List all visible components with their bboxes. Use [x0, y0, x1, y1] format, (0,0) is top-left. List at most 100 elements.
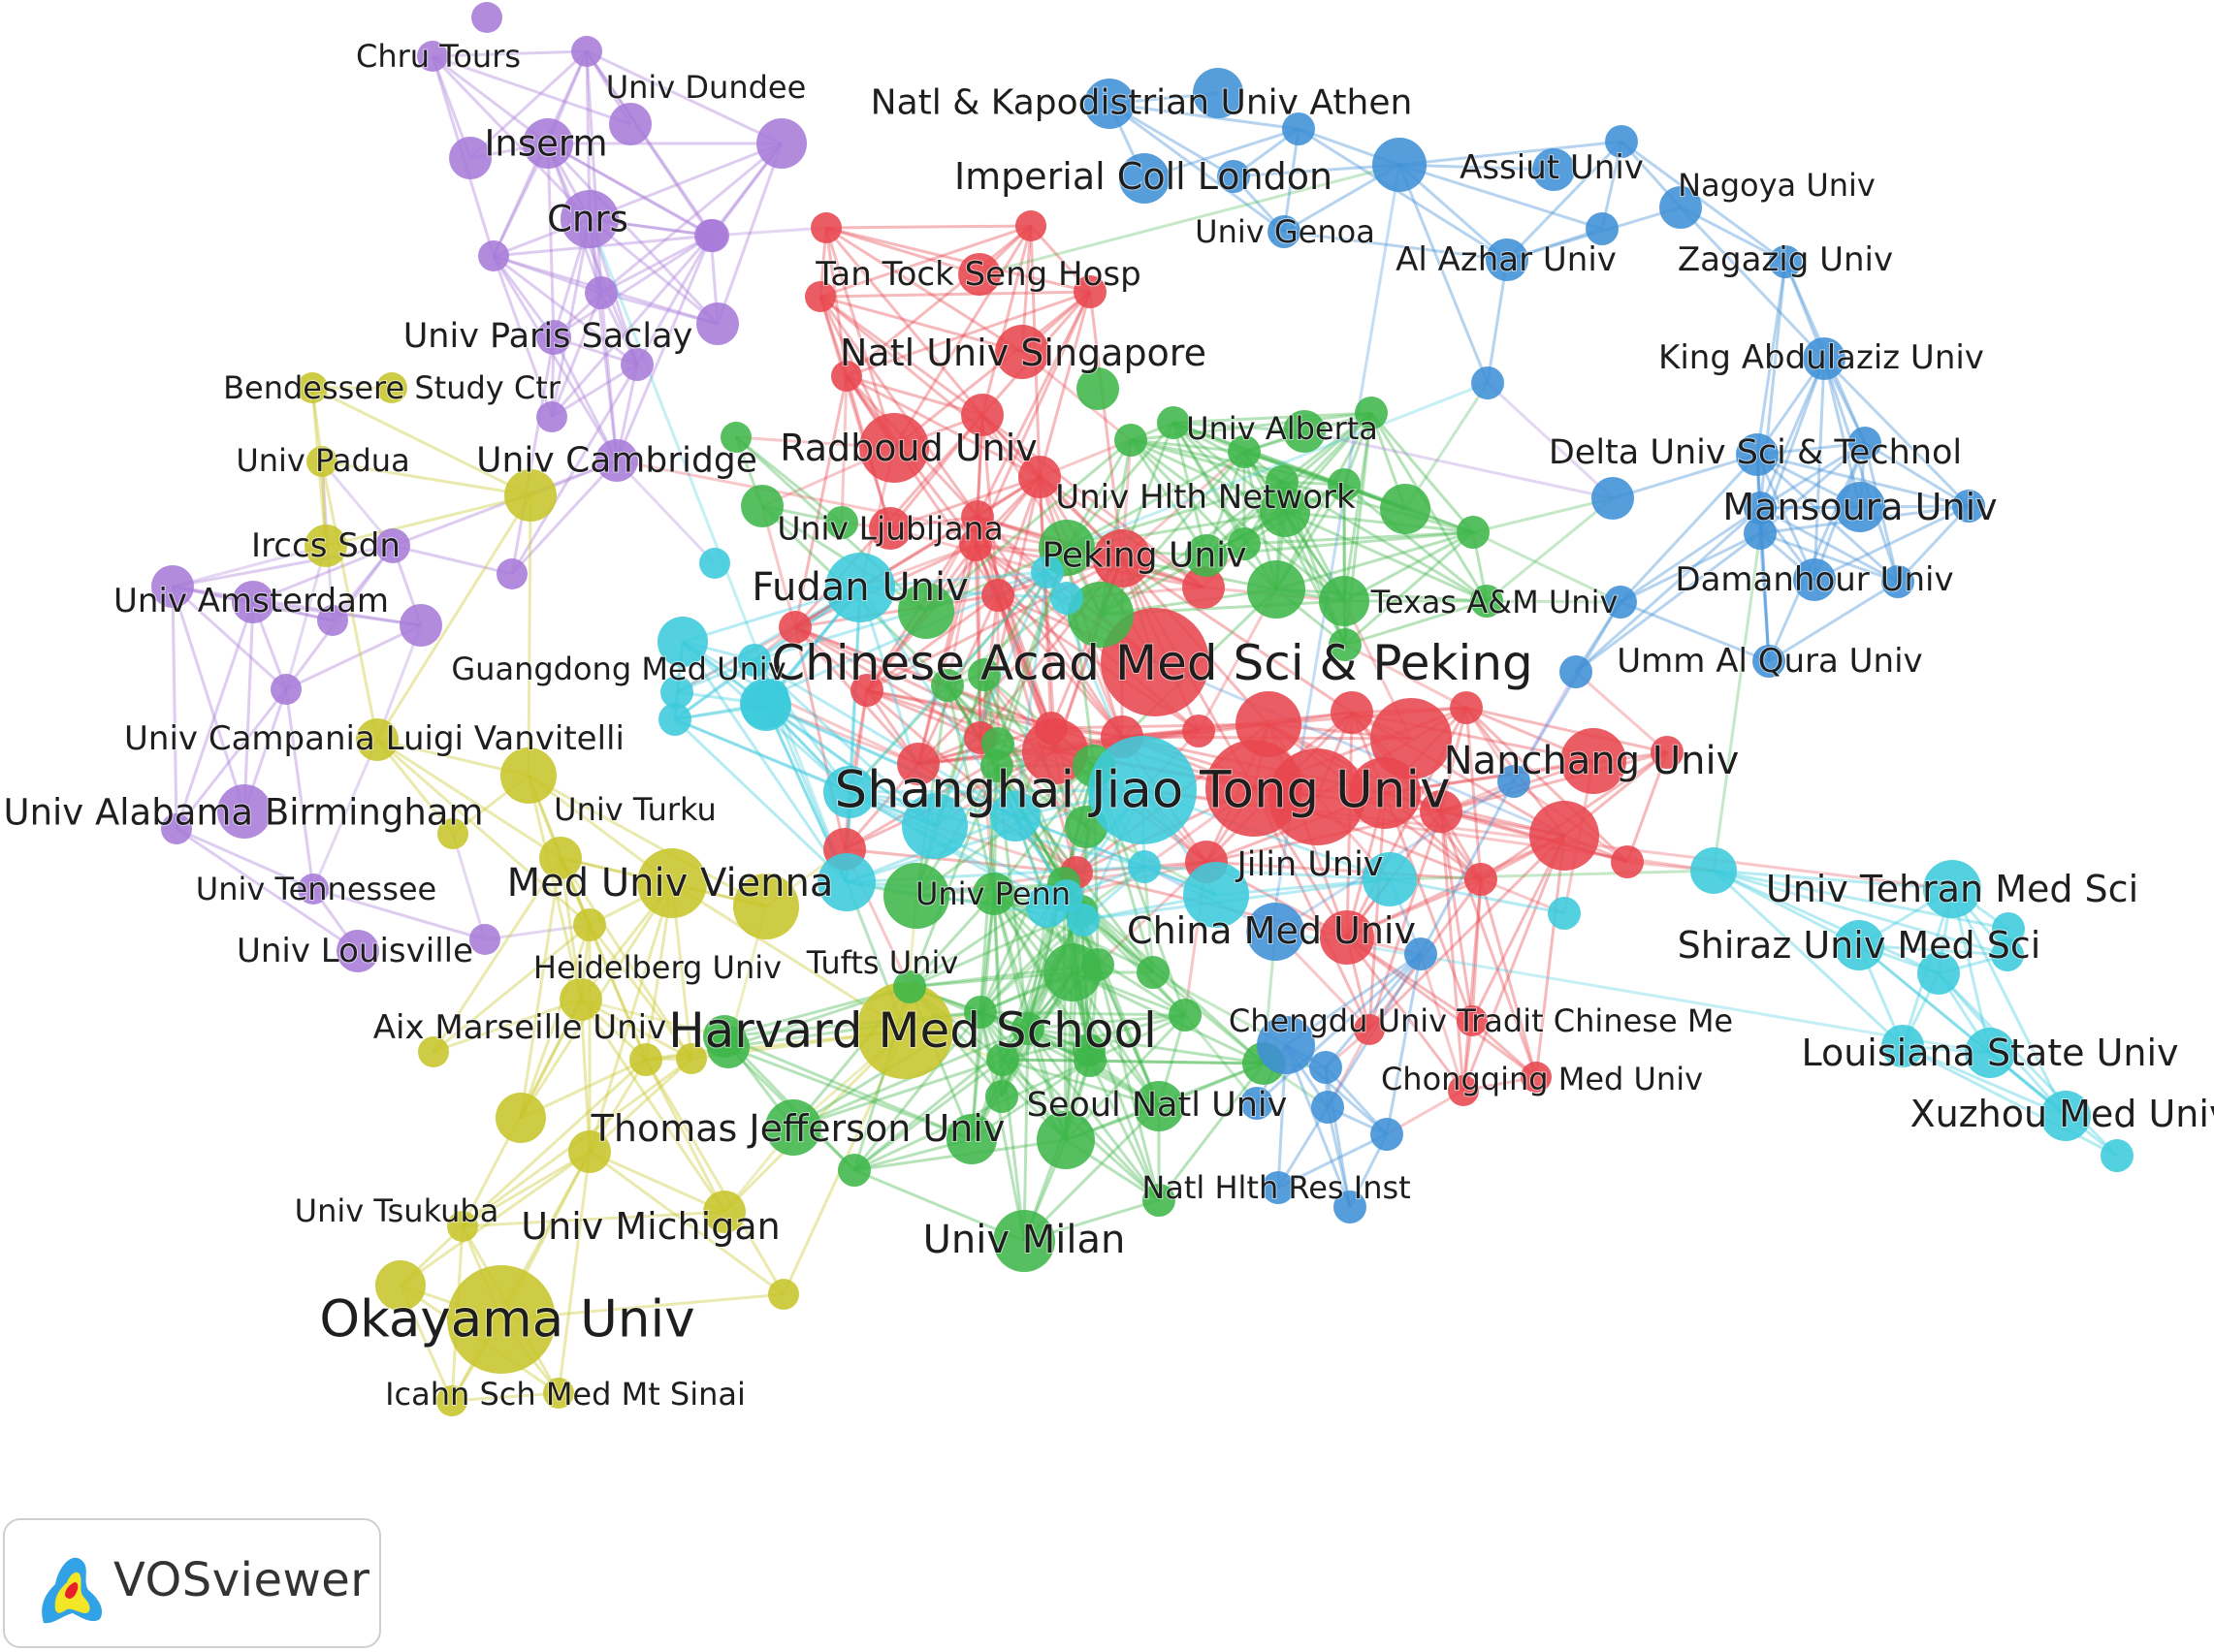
institution-node-cyan[interactable]: [1067, 904, 1100, 937]
institution-label[interactable]: Heidelberg Univ: [532, 948, 783, 987]
institution-node-cyan[interactable]: [1917, 952, 1960, 995]
institution-node-blue[interactable]: [1333, 1191, 1366, 1223]
institution-node-red[interactable]: [1182, 715, 1215, 747]
institution-node-yellow[interactable]: [703, 1191, 746, 1233]
institution-node-green[interactable]: [1134, 1081, 1184, 1131]
institution-node-blue[interactable]: [1659, 186, 1702, 229]
institution-node-cyan[interactable]: [1548, 897, 1581, 930]
institution-node-cyan[interactable]: [1992, 912, 2025, 945]
institution-label[interactable]: Univ Alberta: [1185, 409, 1379, 448]
institution-node-purple[interactable]: [469, 924, 500, 955]
institution-node-yellow[interactable]: [543, 1378, 574, 1409]
institution-node-red[interactable]: [1349, 757, 1421, 829]
institution-node-purple[interactable]: [417, 41, 448, 72]
institution-node-cyan[interactable]: [1991, 938, 2024, 971]
institution-node-blue[interactable]: [1486, 238, 1528, 281]
institution-node-green[interactable]: [838, 1154, 871, 1187]
institution-node-red[interactable]: [869, 507, 912, 550]
institution-node-red[interactable]: [1015, 210, 1046, 241]
institution-node-green[interactable]: [1185, 534, 1228, 577]
institution-node-yellow[interactable]: [856, 982, 953, 1079]
institution-label[interactable]: Damanhour Univ: [1674, 559, 1954, 600]
institution-node-blue[interactable]: [1744, 492, 1777, 524]
institution-label[interactable]: Univ Louisville: [236, 931, 474, 971]
institution-node-green[interactable]: [1328, 468, 1361, 501]
institution-node-blue[interactable]: [1586, 212, 1619, 245]
institution-label[interactable]: Irccs Sdn: [250, 525, 401, 566]
institution-node-red[interactable]: [897, 743, 940, 785]
institution-node-purple[interactable]: [478, 240, 509, 271]
institution-label[interactable]: Univ Tennessee: [195, 870, 437, 908]
institution-node-red[interactable]: [805, 281, 836, 312]
institution-label[interactable]: Univ Alabama Birmingham: [2, 791, 484, 835]
institution-node-yellow[interactable]: [297, 372, 328, 403]
institution-label[interactable]: Univ Penn: [914, 874, 1072, 913]
institution-node-red[interactable]: [859, 413, 929, 483]
institution-node-blue[interactable]: [1240, 1087, 1273, 1120]
institution-node-blue[interactable]: [1752, 645, 1785, 678]
institution-node-cyan[interactable]: [2101, 1139, 2134, 1172]
institution-node-red[interactable]: [981, 579, 1014, 612]
institution-node-cyan[interactable]: [1031, 556, 1064, 588]
institution-label[interactable]: Univ Tehran Med Sci: [1765, 867, 2139, 911]
institution-node-green[interactable]: [985, 1080, 1018, 1113]
institution-node-purple[interactable]: [497, 558, 528, 589]
institution-label[interactable]: Cnrs: [546, 198, 629, 241]
institution-node-green[interactable]: [1260, 487, 1310, 537]
institution-node-blue[interactable]: [1282, 112, 1315, 145]
institution-label[interactable]: Univ Paris Saclay: [402, 316, 694, 357]
institution-label[interactable]: Univ Amsterdam: [112, 581, 390, 621]
institution-label[interactable]: Umm Al Qura Univ: [1616, 641, 1923, 682]
institution-node-green[interactable]: [968, 658, 1001, 691]
institution-label[interactable]: Univ Michigan: [520, 1204, 781, 1249]
institution-node-green[interactable]: [1068, 582, 1134, 648]
institution-node-red[interactable]: [850, 674, 883, 707]
institution-node-red[interactable]: [961, 500, 994, 533]
institution-label[interactable]: Inserm: [483, 122, 608, 166]
institution-node-purple[interactable]: [471, 2, 502, 33]
institution-node-yellow[interactable]: [504, 469, 557, 522]
institution-label[interactable]: King Abdulaziz Univ: [1657, 337, 1985, 378]
institution-node-red[interactable]: [1560, 728, 1626, 794]
institution-node-green[interactable]: [980, 749, 1013, 782]
institution-node-purple[interactable]: [375, 528, 410, 563]
institution-node-purple[interactable]: [151, 565, 194, 608]
institution-node-yellow[interactable]: [418, 1036, 449, 1067]
institution-node-blue[interactable]: [1736, 433, 1779, 476]
institution-node-green[interactable]: [1228, 527, 1261, 560]
institution-node-yellow[interactable]: [768, 1279, 799, 1310]
institution-node-green[interactable]: [947, 1114, 997, 1164]
institution-node-red[interactable]: [1450, 691, 1483, 724]
institution-node-cyan[interactable]: [1965, 1028, 2015, 1078]
institution-node-red[interactable]: [831, 361, 862, 392]
institution-node-green[interactable]: [1228, 435, 1261, 468]
institution-node-blue[interactable]: [1835, 482, 1885, 532]
institution-node-cyan[interactable]: [1183, 862, 1249, 928]
institution-node-red[interactable]: [1420, 790, 1462, 833]
institution-node-yellow[interactable]: [733, 874, 799, 939]
institution-node-yellow[interactable]: [637, 848, 707, 918]
institution-label[interactable]: Okayama Univ: [318, 1289, 695, 1350]
institution-node-green[interactable]: [973, 873, 1015, 915]
institution-node-green[interactable]: [1470, 585, 1503, 618]
institution-node-green[interactable]: [1157, 406, 1190, 439]
institution-node-green[interactable]: [986, 1043, 1019, 1076]
institution-node-red[interactable]: [811, 212, 842, 243]
institution-node-yellow[interactable]: [375, 1260, 426, 1311]
institution-node-purple[interactable]: [298, 874, 329, 905]
institution-node-purple[interactable]: [271, 674, 302, 705]
institution-label[interactable]: Icahn Sch Med Mt Sinai: [384, 1375, 747, 1414]
institution-node-blue[interactable]: [1309, 1051, 1342, 1084]
institution-node-green[interactable]: [1169, 999, 1202, 1032]
institution-node-red[interactable]: [779, 611, 812, 644]
institution-node-yellow[interactable]: [539, 837, 582, 879]
institution-node-purple[interactable]: [585, 276, 618, 309]
institution-node-green[interactable]: [1457, 516, 1490, 549]
institution-label[interactable]: Jilin Univ: [1234, 844, 1384, 885]
institution-node-green[interactable]: [883, 863, 949, 929]
institution-label[interactable]: Univ Hlth Network: [1054, 477, 1357, 518]
institution-node-yellow[interactable]: [573, 908, 606, 941]
institution-node-purple[interactable]: [756, 118, 807, 169]
institution-node-green[interactable]: [1355, 397, 1388, 429]
institution-node-green[interactable]: [898, 583, 954, 639]
